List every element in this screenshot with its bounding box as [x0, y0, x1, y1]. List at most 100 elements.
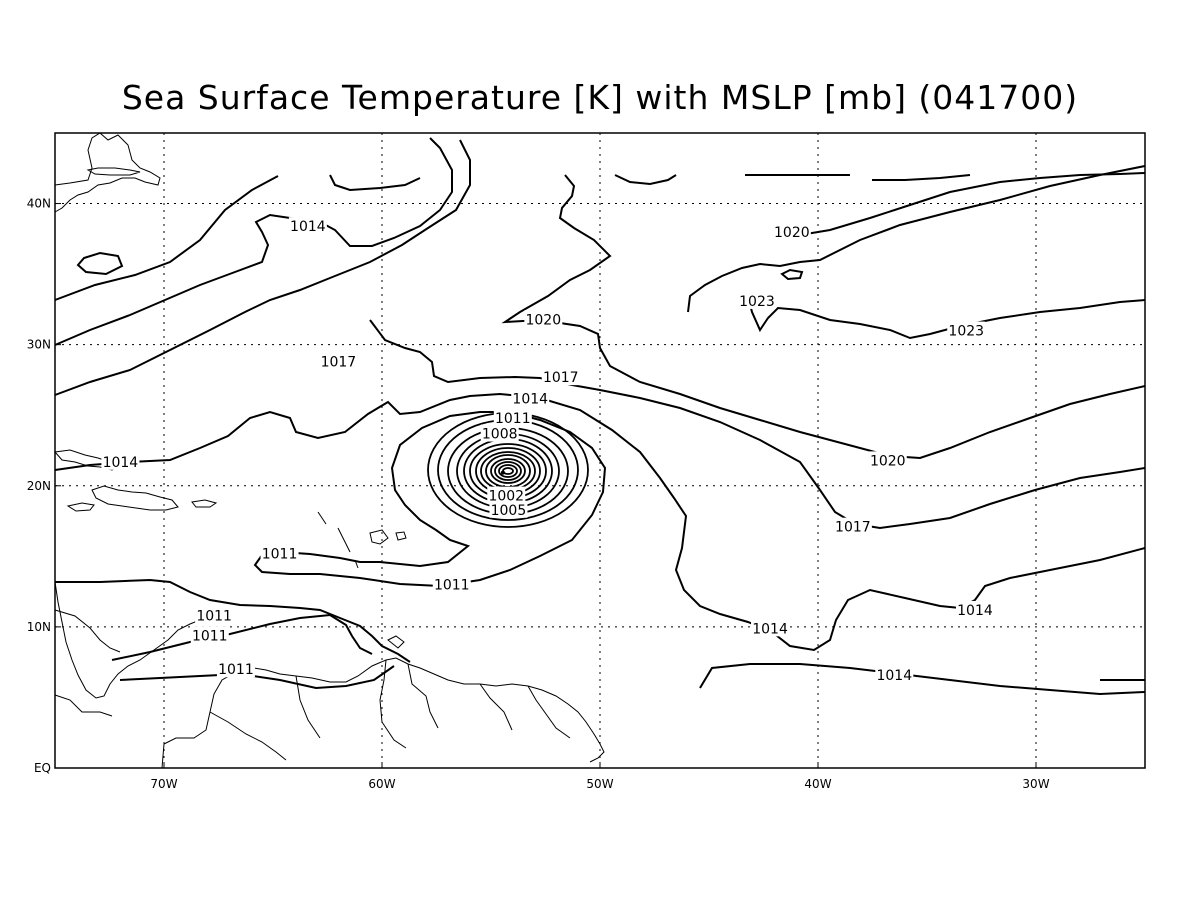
- isobar-1011-south: [111, 613, 373, 661]
- coastlines: [54, 132, 605, 769]
- isobar-label-text: 1014: [876, 668, 912, 684]
- isobar-label: 1005: [489, 500, 528, 519]
- isobar-1014-center: [54, 392, 1146, 652]
- trinidad-coast: [387, 635, 405, 649]
- isobar-label: 1014: [511, 389, 550, 407]
- isobar-label-bg: [751, 619, 790, 637]
- isobar-label-bg: [288, 217, 327, 235]
- x-tick-label: 30W: [1022, 777, 1049, 791]
- x-tick-label: 60W: [368, 777, 395, 791]
- isobar-1011-coast: [119, 665, 395, 690]
- isobar-label-bg: [480, 424, 519, 442]
- isobar-label-text: 1011: [192, 628, 228, 644]
- isobar-labels: 1014101710201017101410111008100510021014…: [101, 217, 994, 684]
- isobar-label-text: 1023: [948, 324, 984, 340]
- isobar-label: 1014: [875, 665, 914, 684]
- isobar-label: 1008: [480, 424, 519, 443]
- isobar-label: 1023: [737, 291, 776, 310]
- south-america-borders: [209, 659, 571, 761]
- isobar-label: 1017: [319, 352, 358, 371]
- isobar-label-text: 1014: [103, 455, 139, 471]
- isobar-label-text: 1014: [957, 603, 993, 619]
- isobar-label-text: 1011: [196, 609, 232, 625]
- map-title: Sea Surface Temperature [K] with MSLP [m…: [121, 78, 1079, 117]
- isobar-label: 1011: [260, 544, 299, 563]
- isobar-label-bg: [493, 409, 532, 427]
- lesser-antilles-coast: [317, 511, 407, 569]
- y-tick-label: EQ: [34, 761, 51, 775]
- isobar-1023-east: [747, 295, 1146, 340]
- isobar-label-bg: [875, 665, 914, 683]
- jamaica-coast: [66, 502, 95, 512]
- isobar-1020-top-east: [614, 174, 971, 186]
- isobar-label-bg: [489, 500, 528, 518]
- puerto-rico-coast: [191, 499, 218, 508]
- north-america-coast: [54, 132, 161, 213]
- x-tick-label: 70W: [150, 777, 177, 791]
- isobar-label-bg: [319, 352, 358, 370]
- gridlines: [55, 133, 1145, 768]
- isobar-label: 1014: [955, 600, 994, 619]
- isobar-label-bg: [947, 321, 986, 339]
- isobar-label: 1020: [868, 451, 907, 469]
- x-tick-label: 40W: [804, 777, 831, 791]
- isobar-label-text: 1020: [870, 453, 906, 469]
- isobar-label: 1020: [524, 310, 563, 328]
- isobars: [54, 137, 1146, 696]
- isobar-label: 1011: [195, 606, 234, 625]
- isobar-label-text: 1014: [512, 391, 548, 407]
- isobar-label-bg: [190, 626, 229, 644]
- isobar-1017-northwest: [54, 139, 471, 396]
- isobar-1011-southwest: [55, 578, 411, 663]
- isobar-label-text: 1008: [482, 427, 518, 443]
- isobar-label-bg: [260, 544, 299, 562]
- x-tick-label: 50W: [586, 777, 613, 791]
- isobar-label-text: 1005: [491, 503, 527, 519]
- isobar-label-text: 1017: [835, 520, 871, 536]
- isobar-label-bg: [524, 310, 563, 328]
- central-america-coast: [54, 581, 211, 717]
- isobar-label-bg: [833, 517, 872, 535]
- isobar-1014-southeast: [699, 663, 1146, 696]
- isobar-label-text: 1011: [434, 578, 470, 594]
- isobar-1011-northwest: [54, 175, 279, 301]
- isobar-label: 1011: [493, 409, 532, 427]
- isobar-label-text: 1017: [543, 370, 579, 386]
- isobar-1023-northeast: [687, 165, 1146, 313]
- isobar-1014-northwest: [54, 137, 453, 346]
- hispaniola-coast: [91, 485, 179, 511]
- isobar-label: 1023: [947, 321, 986, 340]
- isobar-label: 1017: [541, 368, 580, 386]
- isobar-label: 1017: [833, 517, 872, 536]
- isobar-closed-northwest: [76, 251, 124, 276]
- y-tick-label: 20N: [27, 479, 51, 493]
- isobar-1020-top: [329, 174, 421, 192]
- isobar-1017-west: [369, 319, 1146, 530]
- isobar-label-text: 1011: [495, 411, 531, 427]
- isobar-label-text: 1017: [321, 355, 357, 371]
- isobar-label-bg: [541, 368, 580, 386]
- isobar-label-bg: [772, 222, 811, 240]
- y-tick-label: 10N: [27, 620, 51, 634]
- isobar-label-text: 1014: [752, 621, 788, 637]
- isobar-label: 1014: [101, 452, 140, 471]
- isobar-label-bg: [101, 452, 140, 470]
- cyclone-center-marker: [500, 470, 505, 475]
- isobar-label-bg: [487, 486, 526, 504]
- isobar-label-bg: [737, 291, 776, 309]
- south-america-coast: [161, 657, 605, 769]
- isobar-label: 1020: [772, 222, 811, 241]
- y-tick-label: 40N: [27, 197, 51, 211]
- x-axis-ticks: 70W 60W 50W 40W 30W: [150, 762, 1050, 791]
- long-island-coast: [86, 167, 141, 176]
- isobar-label-text: 1020: [774, 225, 810, 241]
- isobar-label-text: 1011: [262, 547, 298, 563]
- map-frame: [54, 132, 1146, 769]
- isobar-label-bg: [216, 660, 255, 678]
- isobar-label-text: 1011: [218, 662, 254, 678]
- y-tick-label: 30N: [27, 338, 51, 352]
- isobar-label-bg: [868, 451, 907, 469]
- isobar-label: 1011: [432, 575, 471, 594]
- isobar-label: 1011: [216, 660, 255, 678]
